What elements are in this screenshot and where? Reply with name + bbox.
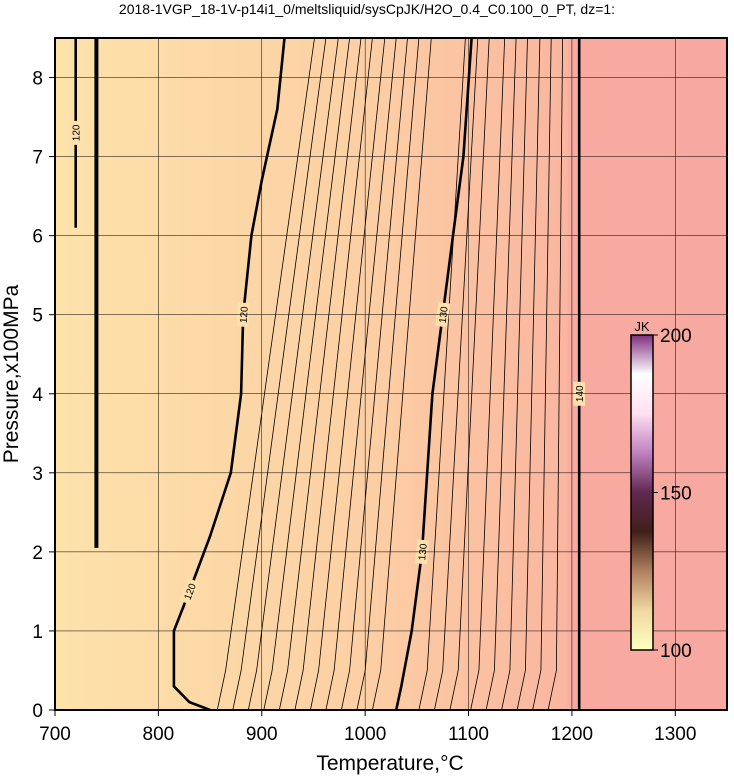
contour-line bbox=[247, 37, 339, 711]
contour-line bbox=[263, 37, 350, 711]
contour-line bbox=[516, 37, 541, 711]
x-tick-label: 700 bbox=[39, 724, 71, 745]
contour-line bbox=[532, 37, 552, 711]
colorbar-tick-label: 200 bbox=[660, 326, 692, 347]
contour-line bbox=[325, 37, 397, 711]
x-tick-label: 1200 bbox=[551, 724, 593, 745]
contour-label: 120 bbox=[72, 124, 83, 141]
x-tick-label: 800 bbox=[143, 724, 175, 745]
contour-line bbox=[394, 37, 473, 711]
x-axis-label: Temperature,°C bbox=[316, 752, 463, 775]
colorbar-label: JK bbox=[634, 319, 650, 334]
contour-line bbox=[434, 37, 479, 711]
contour-line bbox=[310, 37, 386, 711]
contour-line bbox=[449, 37, 490, 711]
contour-line bbox=[485, 37, 517, 711]
y-tick-label: 1 bbox=[32, 622, 43, 643]
plot-frame bbox=[54, 37, 728, 711]
colorbar-tick-label: 100 bbox=[660, 641, 692, 662]
y-tick-label: 5 bbox=[32, 306, 43, 327]
contour-label-bg bbox=[69, 120, 82, 145]
chart-title: 2018-1VGP_18-1V-p14i1_0/meltsliquid/sysC… bbox=[119, 1, 615, 17]
contour-line bbox=[294, 37, 373, 711]
contour-line bbox=[216, 37, 315, 711]
contour-line bbox=[501, 37, 528, 711]
contour-line bbox=[232, 37, 327, 711]
x-tick-label: 900 bbox=[246, 724, 278, 745]
y-tick-label: 3 bbox=[32, 464, 43, 485]
x-tick-label: 1000 bbox=[344, 724, 386, 745]
contour-line bbox=[470, 37, 506, 711]
colorbar-tick-label: 150 bbox=[660, 484, 692, 505]
y-tick-label: 6 bbox=[32, 227, 43, 248]
contour-line bbox=[418, 37, 466, 711]
x-tick-label: 1100 bbox=[448, 724, 489, 745]
contour-line bbox=[372, 37, 432, 711]
contour-line bbox=[341, 37, 408, 711]
contour-label-bg bbox=[179, 578, 200, 605]
y-tick-label: 0 bbox=[32, 701, 43, 722]
y-axis-label: Pressure,x100MPa bbox=[0, 284, 23, 463]
contour-line bbox=[547, 37, 563, 711]
y-tick-label: 4 bbox=[32, 385, 43, 406]
plot-background bbox=[55, 38, 727, 710]
x-tick-label: 1300 bbox=[654, 724, 696, 745]
contour-line bbox=[278, 37, 362, 711]
y-tick-label: 2 bbox=[32, 543, 43, 564]
y-tick-label: 7 bbox=[32, 148, 43, 169]
y-tick-label: 8 bbox=[32, 69, 43, 90]
colorbar bbox=[630, 334, 654, 651]
contour-label-group: 120 bbox=[69, 120, 83, 145]
